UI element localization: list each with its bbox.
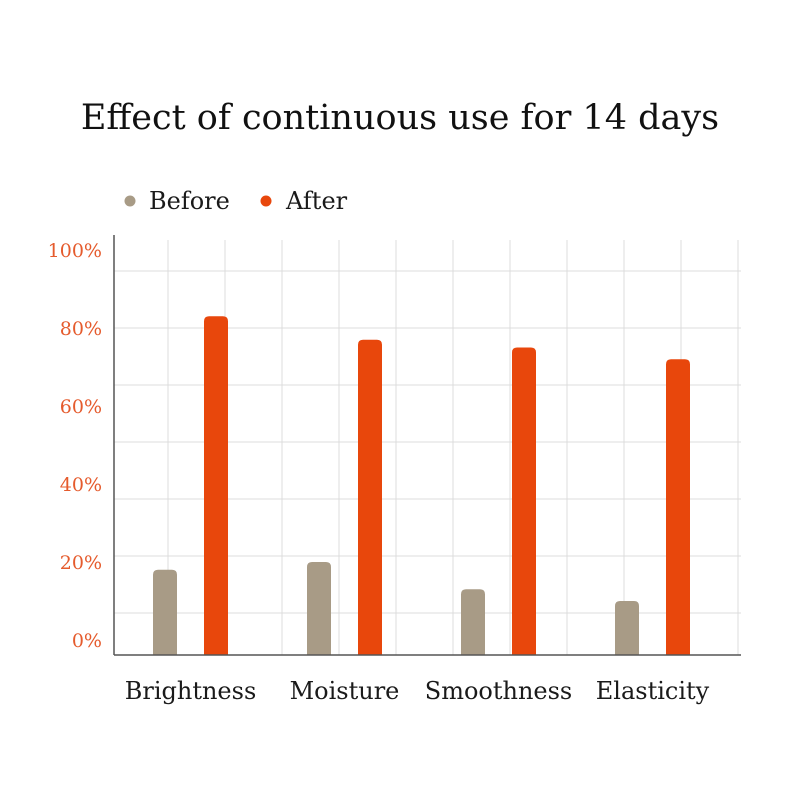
bar-before-moisture: [307, 562, 331, 655]
bar-before-smoothness: [461, 589, 485, 655]
bar-after-brightness: [204, 316, 228, 655]
x-category-label-smoothness: Smoothness: [425, 677, 573, 705]
legend-label-before: Before: [149, 187, 230, 215]
legend-dot-after: [260, 195, 272, 207]
x-axis-category-labels: Brightness Moisture Smoothness Elasticity: [125, 677, 710, 705]
y-tick-label: 20%: [60, 552, 102, 574]
legend-dot-before: [124, 195, 136, 207]
x-category-label-elasticity: Elasticity: [596, 677, 710, 705]
legend-label-after: After: [285, 187, 348, 215]
chart-title: Effect of continuous use for 14 days: [81, 98, 719, 138]
bar-before-brightness: [153, 569, 177, 655]
legend-item-after: After: [260, 187, 348, 215]
bar-after-elasticity: [666, 359, 690, 655]
bar-after-smoothness: [512, 347, 536, 655]
bar-before-elasticity: [615, 601, 639, 655]
x-category-label-brightness: Brightness: [125, 677, 257, 705]
legend: Before After: [124, 187, 348, 215]
y-tick-label: 100%: [48, 240, 102, 262]
y-tick-label: 40%: [60, 474, 102, 496]
y-tick-label: 80%: [60, 318, 102, 340]
bar-after-moisture: [358, 339, 382, 655]
y-axis-tick-labels: 100% 80% 60% 40% 20% 0%: [48, 240, 102, 652]
x-category-label-moisture: Moisture: [290, 677, 400, 705]
bars: [153, 316, 690, 655]
y-tick-label: 0%: [72, 630, 102, 652]
y-tick-label: 60%: [60, 396, 102, 418]
legend-item-before: Before: [124, 187, 230, 215]
